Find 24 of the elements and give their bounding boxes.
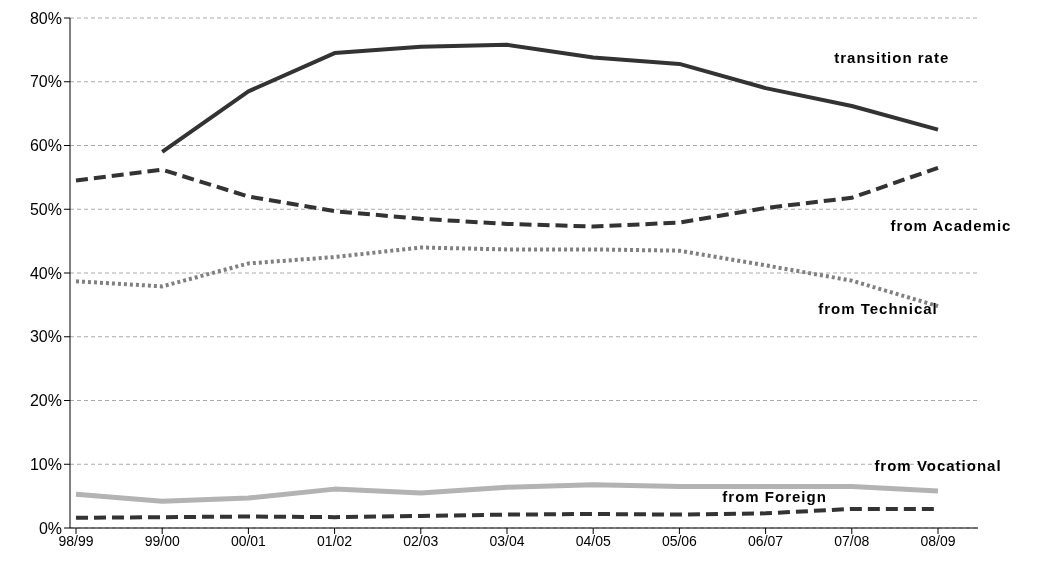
text: transition rate [834,48,950,66]
x-tick-label: 07/08 [834,532,870,549]
text: from Academic [890,216,1012,234]
x-tick-label: 01/02 [317,532,353,549]
y-tick-label: 20% [29,392,62,410]
y-tick-label: 70% [29,73,62,91]
series-label: from Technical [818,300,938,318]
y-tick-label: 0% [38,519,62,537]
x-tick-label: 08/09 [920,532,956,549]
x-tick-label: 06/07 [748,532,784,549]
y-tick-label: 40% [29,264,62,282]
x-tick-label: 04/05 [575,532,611,549]
y-tick-label: 50% [29,200,62,218]
series-label: from Vocational [874,456,1002,474]
y-tick-label: 60% [29,137,62,155]
y-tick-label: 30% [29,328,62,346]
x-tick-label: 00/01 [230,532,267,549]
y-tick-label: 10% [29,455,62,473]
x-tick-label: 05/06 [661,532,698,549]
y-tick-label: 80% [29,9,62,27]
x-tick-label: 03/04 [489,532,525,549]
series-label: from Foreign [722,488,827,506]
x-tick-label: 99/00 [144,532,180,549]
x-tick-label: 02/03 [403,532,439,549]
